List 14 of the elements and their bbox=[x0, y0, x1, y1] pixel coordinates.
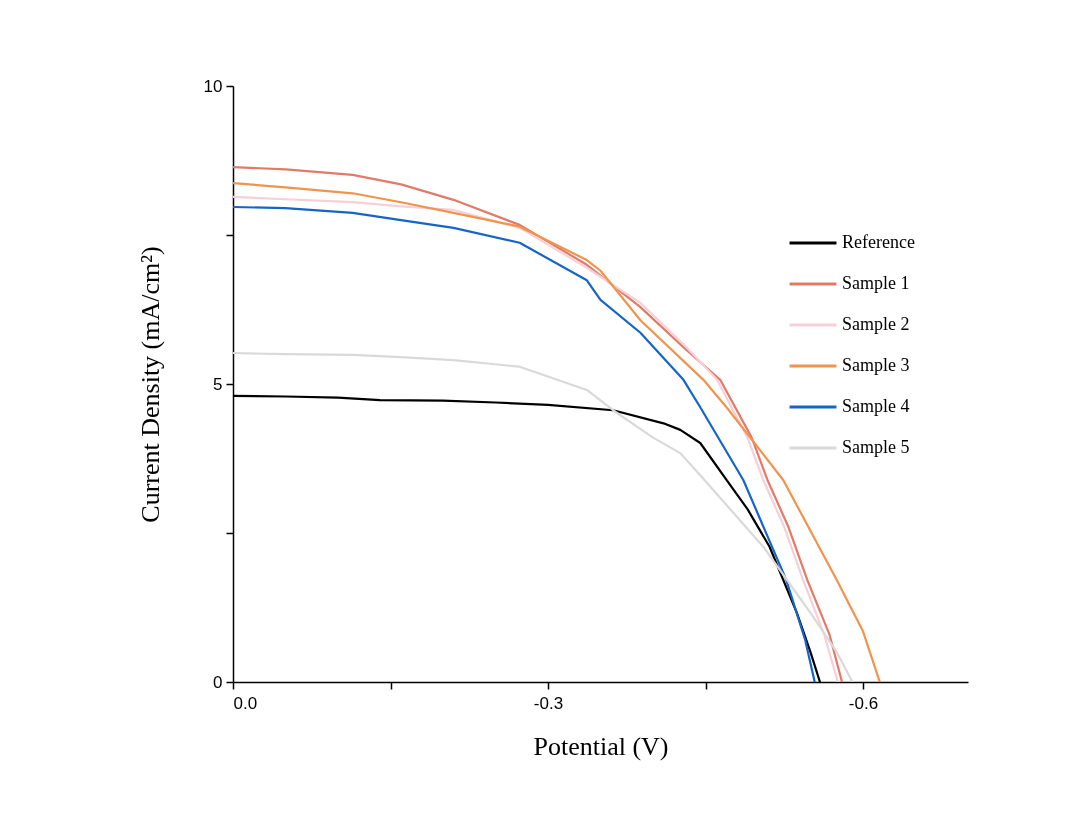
y-tick-label: 5 bbox=[213, 374, 223, 394]
legend-label: Sample 5 bbox=[842, 437, 910, 457]
legend-label: Sample 2 bbox=[842, 314, 910, 334]
x-axis-title: Potential (V) bbox=[533, 731, 669, 761]
y-tick-label: 10 bbox=[203, 76, 223, 96]
legend-label: Reference bbox=[842, 232, 915, 252]
y-tick-label: 0 bbox=[213, 672, 223, 692]
y-axis-title: Current Density (mA/cm²) bbox=[135, 246, 165, 523]
x-tick-label: -0.3 bbox=[533, 693, 564, 713]
legend-label: Sample 4 bbox=[842, 396, 910, 416]
x-tick-label: -0.6 bbox=[848, 693, 879, 713]
legend-label: Sample 3 bbox=[842, 355, 910, 375]
legend-label: Sample 1 bbox=[842, 273, 910, 293]
x-tick-label: 0.0 bbox=[233, 693, 258, 713]
